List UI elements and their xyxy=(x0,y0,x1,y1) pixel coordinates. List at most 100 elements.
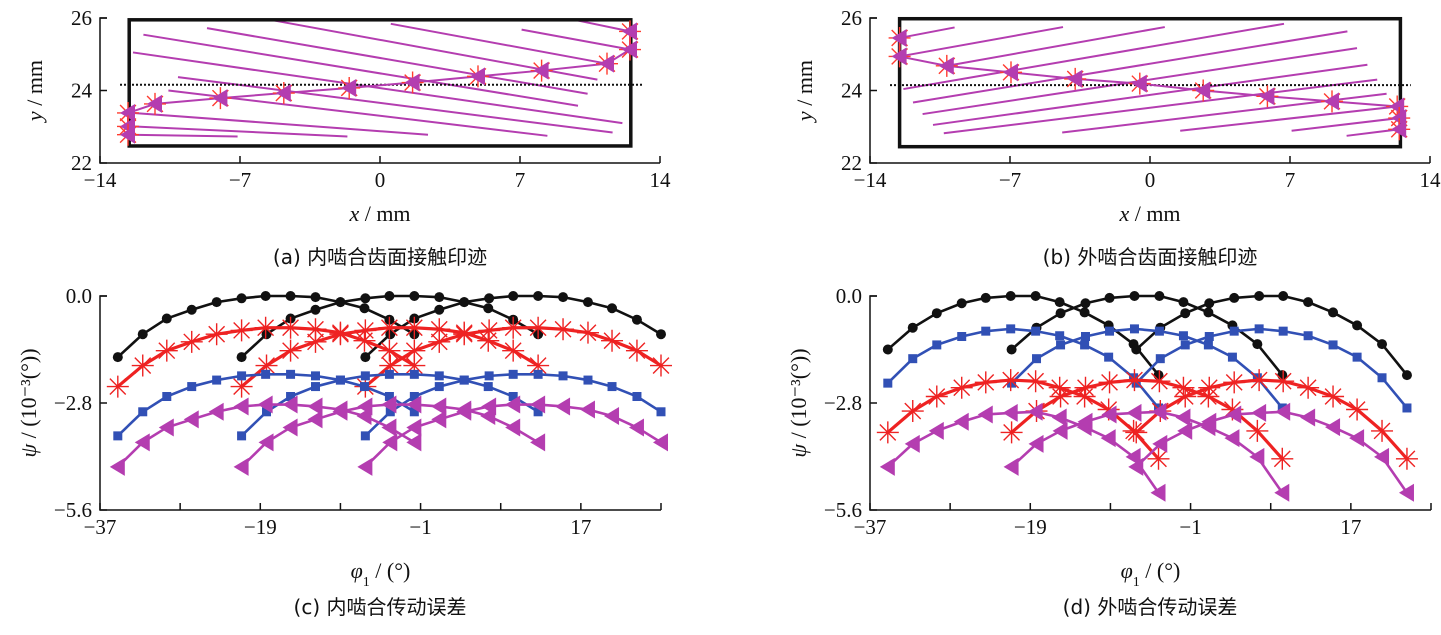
data-point xyxy=(1203,340,1213,350)
data-point xyxy=(530,395,546,414)
contact-point-marker xyxy=(341,78,357,97)
data-point xyxy=(385,407,395,417)
x-tick-label: −14 xyxy=(854,168,887,192)
x-tick-label: 7 xyxy=(1285,168,1296,192)
contact-point xyxy=(1000,61,1022,84)
data-point xyxy=(1328,307,1339,318)
data-point xyxy=(212,375,222,385)
contact-point-marker xyxy=(533,61,549,80)
y-tick-label: 24 xyxy=(841,79,863,103)
data-point xyxy=(304,318,327,341)
y-axis-label-var: y xyxy=(22,111,47,123)
data-point xyxy=(236,352,247,363)
x-tick-label: −19 xyxy=(244,515,277,539)
series-line xyxy=(886,378,1160,460)
contact-point-marker xyxy=(1389,97,1405,116)
contact-point-marker xyxy=(891,28,907,47)
y-tick-label: 24 xyxy=(71,79,93,103)
series-magenta-cycle-2 xyxy=(1003,402,1290,502)
data-point xyxy=(1377,373,1387,383)
contact-point xyxy=(272,82,295,105)
contact-point xyxy=(1192,79,1215,102)
series-magenta-cycle-1 xyxy=(109,395,422,476)
data-point xyxy=(406,395,422,414)
data-point xyxy=(1254,324,1264,334)
series-magenta-cycle-2 xyxy=(233,395,546,476)
data-point xyxy=(1104,352,1114,362)
x-tick-label: 17 xyxy=(570,515,591,539)
contact-point xyxy=(619,38,641,61)
contact-path xyxy=(127,31,631,135)
contact-line xyxy=(903,22,1285,91)
series-black-cycle-1 xyxy=(112,291,420,363)
data-point xyxy=(1402,403,1412,413)
data-point xyxy=(883,378,893,388)
data-point xyxy=(957,332,967,342)
data-point xyxy=(1055,331,1065,341)
x-axis-label-unit: / mm xyxy=(1129,201,1180,226)
data-point xyxy=(1006,344,1017,355)
data-point xyxy=(357,397,373,416)
data-point xyxy=(502,316,525,339)
data-point xyxy=(508,291,519,301)
data-point xyxy=(1172,376,1195,399)
data-point xyxy=(907,322,918,333)
contact-point-marker xyxy=(622,22,637,41)
data-point xyxy=(533,291,544,301)
data-point xyxy=(285,291,296,301)
data-point xyxy=(384,291,395,301)
data-point xyxy=(552,318,575,341)
y-axis-label-var: ψ xyxy=(16,444,41,458)
data-point xyxy=(403,316,426,339)
contact-point-marker xyxy=(599,54,614,73)
data-point xyxy=(977,405,993,424)
series-line xyxy=(1135,410,1409,494)
data-point xyxy=(329,323,352,346)
data-point xyxy=(131,354,154,377)
data-point xyxy=(155,339,178,362)
data-point xyxy=(359,303,370,314)
series-blue-cycle-2 xyxy=(1007,324,1287,413)
data-point xyxy=(1150,483,1166,502)
data-point xyxy=(876,421,899,444)
data-point xyxy=(879,457,895,476)
data-point xyxy=(260,291,271,301)
data-point xyxy=(1048,376,1071,399)
data-point xyxy=(406,433,422,452)
data-point xyxy=(459,297,470,308)
data-point xyxy=(1272,370,1295,393)
y-axis-label: y / mm xyxy=(792,60,817,123)
data-point xyxy=(999,369,1022,392)
data-point xyxy=(353,329,376,352)
data-point xyxy=(1322,385,1345,408)
contact-point-marker xyxy=(147,94,162,113)
x-tick-label: 14 xyxy=(650,168,672,192)
x-axis-label-var: φ xyxy=(351,558,363,583)
data-point xyxy=(138,407,148,417)
data-point xyxy=(1229,292,1240,303)
data-point xyxy=(1227,352,1237,362)
data-point xyxy=(187,382,197,392)
data-point xyxy=(183,410,199,429)
data-point xyxy=(931,308,942,319)
series-red-cycle-3 xyxy=(354,316,672,398)
data-point xyxy=(409,369,419,379)
data-point xyxy=(1129,291,1140,301)
data-point xyxy=(310,382,320,392)
data-point xyxy=(533,369,543,379)
contact-point xyxy=(1388,118,1411,141)
data-point xyxy=(1131,378,1141,388)
data-point xyxy=(502,339,525,362)
data-point xyxy=(908,354,918,364)
data-point xyxy=(653,433,668,452)
series-red-cycle-3 xyxy=(1125,369,1418,470)
data-point xyxy=(1125,421,1148,444)
y-axis-label: ψ / (10⁻³(°)) xyxy=(16,348,41,457)
x-tick-label: 7 xyxy=(515,168,526,192)
data-point xyxy=(409,392,419,402)
x-tick-label: 17 xyxy=(1340,515,1361,539)
data-point xyxy=(1297,376,1320,399)
data-point xyxy=(403,354,426,377)
data-point xyxy=(360,371,370,381)
